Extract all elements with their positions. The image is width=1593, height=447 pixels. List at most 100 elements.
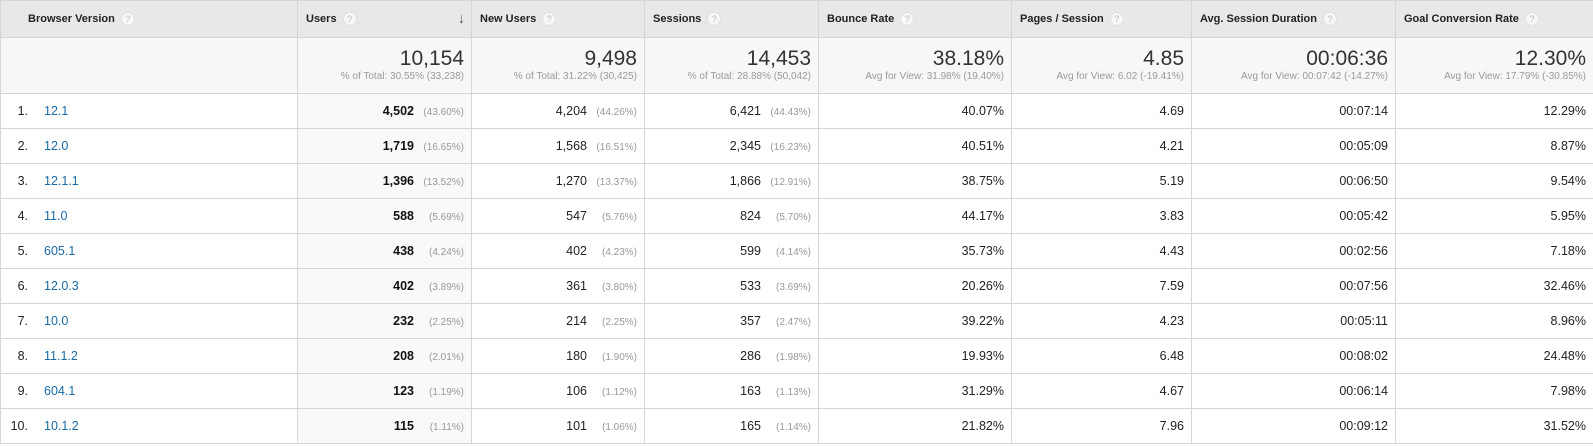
cell-users: 232 (2.25%) <box>297 303 472 339</box>
summary-goal-conversion: 12.30% Avg for View: 17.79% (-30.85%) <box>1395 37 1593 94</box>
cell-pages-session: 4.67 <box>1011 373 1192 409</box>
sessions-value: 1,866 <box>729 174 761 188</box>
help-icon[interactable]: ? <box>900 12 915 26</box>
cell-bounce-rate: 19.93% <box>818 338 1012 374</box>
summary-value: 10,154 <box>399 47 464 70</box>
table-row: 8. 11.1.2 208 (2.01%) 180 (1.90%) 286 (1.98%… <box>0 338 1593 374</box>
col-label: Pages / Session <box>1020 13 1104 25</box>
sessions-pct: (1.13%) <box>775 387 811 398</box>
help-icon[interactable]: ? <box>1322 12 1337 26</box>
summary-sub: Avg for View: 17.79% (-30.85%) <box>1444 71 1586 82</box>
table-row: 3. 12.1.1 1,396 (13.52%) 1,270 (13.37%) 1,8… <box>0 163 1593 199</box>
table-row: 1. 12.1 4,502 (43.60%) 4,204 (44.26%) 6,421… <box>0 93 1593 129</box>
col-sessions[interactable]: Sessions? <box>644 0 819 38</box>
help-icon[interactable]: ? <box>120 12 135 26</box>
users-pct: (1.11%) <box>429 422 464 433</box>
cell-users: 4,502 (43.60%) <box>297 93 472 129</box>
col-new-users[interactable]: New Users? <box>471 0 645 38</box>
users-pct: (2.25%) <box>428 317 464 328</box>
cell-goal-conversion: 7.98% <box>1395 373 1593 409</box>
col-label: Goal Conversion Rate <box>1404 13 1519 25</box>
col-avg-session-duration[interactable]: Avg. Session Duration? <box>1191 0 1396 38</box>
summary-sub: Avg for View: 00:07:42 (-14.27%) <box>1241 71 1388 82</box>
cell-goal-conversion: 24.48% <box>1395 338 1593 374</box>
sessions-pct: (3.69%) <box>775 282 811 293</box>
cell-new-users: 361 (3.80%) <box>471 268 645 304</box>
table-row: 7. 10.0 232 (2.25%) 214 (2.25%) 357 (2.47%) … <box>0 303 1593 339</box>
cell-browser-version: 1. 12.1 <box>0 93 298 129</box>
cell-browser-version: 6. 12.0.3 <box>0 268 298 304</box>
users-value: 232 <box>393 314 414 328</box>
summary-sub: Avg for View: 6.02 (-19.41%) <box>1056 71 1184 82</box>
cell-browser-version: 3. 12.1.1 <box>0 163 298 199</box>
users-pct: (1.19%) <box>428 387 464 398</box>
users-value: 1,396 <box>382 174 414 188</box>
col-goal-conversion-rate[interactable]: Goal Conversion Rate? <box>1395 0 1593 38</box>
help-icon[interactable]: ? <box>542 12 557 26</box>
col-users[interactable]: Users? ↓ <box>297 0 472 38</box>
cell-goal-conversion: 7.18% <box>1395 233 1593 269</box>
browser-version-link[interactable]: 11.0 <box>44 209 68 223</box>
sessions-pct: (4.14%) <box>775 247 811 258</box>
col-browser-version[interactable]: Browser Version? <box>0 0 298 38</box>
cell-pages-session: 6.48 <box>1011 338 1192 374</box>
cell-sessions: 6,421 (44.43%) <box>644 93 819 129</box>
row-index: 5. <box>17 244 28 258</box>
new-users-pct: (5.76%) <box>601 212 637 223</box>
new-users-value: 101 <box>566 419 587 433</box>
cell-bounce-rate: 39.22% <box>818 303 1012 339</box>
cell-avg-duration: 00:05:42 <box>1191 198 1396 234</box>
cell-users: 402 (3.89%) <box>297 268 472 304</box>
cell-browser-version: 10. 10.1.2 <box>0 408 298 444</box>
cell-bounce-rate: 20.26% <box>818 268 1012 304</box>
new-users-pct: (1.12%) <box>601 387 637 398</box>
new-users-pct: (1.90%) <box>601 352 637 363</box>
sessions-pct: (44.43%) <box>770 107 811 118</box>
summary-value: 4.85 <box>1143 47 1184 70</box>
cell-users: 208 (2.01%) <box>297 338 472 374</box>
new-users-value: 180 <box>566 349 587 363</box>
cell-avg-duration: 00:06:14 <box>1191 373 1396 409</box>
browser-version-link[interactable]: 12.0.3 <box>44 279 79 293</box>
row-index: 10. <box>10 419 28 433</box>
browser-version-link[interactable]: 12.1 <box>44 104 69 118</box>
table-row: 10. 10.1.2 115 (1.11%) 101 (1.06%) 165 (1.14… <box>0 408 1593 444</box>
browser-version-link[interactable]: 604.1 <box>44 384 76 398</box>
users-value: 588 <box>393 209 414 223</box>
users-pct: (2.01%) <box>428 352 464 363</box>
cell-sessions: 165 (1.14%) <box>644 408 819 444</box>
cell-sessions: 824 (5.70%) <box>644 198 819 234</box>
col-label: Browser Version <box>28 13 115 25</box>
summary-sub: % of Total: 31.22% (30,425) <box>513 71 637 82</box>
cell-avg-duration: 00:09:12 <box>1191 408 1396 444</box>
cell-users: 588 (5.69%) <box>297 198 472 234</box>
browser-version-link[interactable]: 605.1 <box>44 244 76 258</box>
summary-new-users: 9,498% of Total: 31.22% (30,425) <box>471 37 645 94</box>
help-icon[interactable]: ? <box>342 12 357 26</box>
sort-descending-icon[interactable]: ↓ <box>458 10 465 26</box>
help-icon[interactable]: ? <box>1109 12 1124 26</box>
cell-bounce-rate: 38.75% <box>818 163 1012 199</box>
col-bounce-rate[interactable]: Bounce Rate? <box>818 0 1012 38</box>
cell-avg-duration: 00:06:50 <box>1191 163 1396 199</box>
users-value: 402 <box>393 279 414 293</box>
cell-users: 1,396 (13.52%) <box>297 163 472 199</box>
browser-version-link[interactable]: 10.0 <box>44 314 69 328</box>
col-label: New Users <box>480 13 537 25</box>
browser-version-link[interactable]: 12.1.1 <box>44 174 79 188</box>
cell-pages-session: 7.59 <box>1011 268 1192 304</box>
cell-browser-version: 7. 10.0 <box>0 303 298 339</box>
sessions-pct: (2.47%) <box>775 317 811 328</box>
browser-version-link[interactable]: 10.1.2 <box>44 419 79 433</box>
col-label: Users <box>306 13 337 25</box>
row-index: 7. <box>17 314 28 328</box>
col-pages-session[interactable]: Pages / Session? <box>1011 0 1192 38</box>
cell-sessions: 599 (4.14%) <box>644 233 819 269</box>
sessions-value: 286 <box>740 349 761 363</box>
browser-version-link[interactable]: 12.0 <box>44 139 69 153</box>
cell-users: 123 (1.19%) <box>297 373 472 409</box>
help-icon[interactable]: ? <box>1524 12 1539 26</box>
help-icon[interactable]: ? <box>707 12 722 26</box>
users-pct: (43.60%) <box>423 107 464 118</box>
browser-version-link[interactable]: 11.1.2 <box>44 349 78 363</box>
